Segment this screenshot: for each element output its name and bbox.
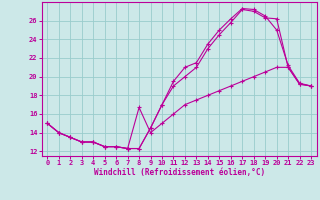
X-axis label: Windchill (Refroidissement éolien,°C): Windchill (Refroidissement éolien,°C) (94, 168, 265, 177)
